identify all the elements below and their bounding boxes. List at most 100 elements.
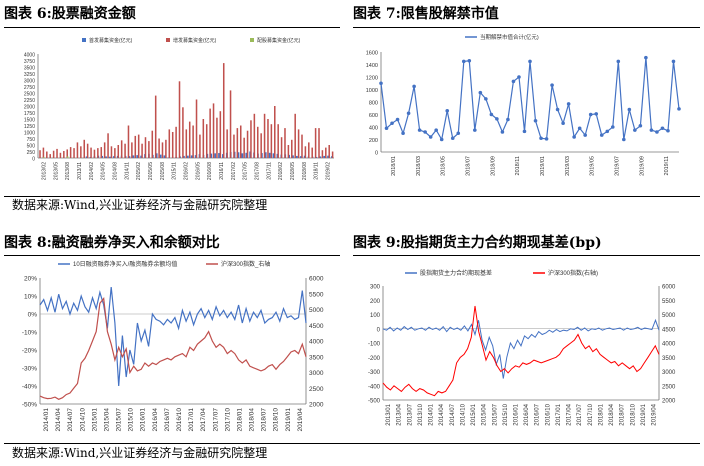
x-tick-label: 2016/11 <box>219 162 225 180</box>
x-tick-label: 2017/10 <box>224 408 231 432</box>
x-tick-label: 2016/01 <box>140 408 147 432</box>
x-tick-label: 2014/08 <box>112 162 118 180</box>
x-tick-label: 2019/04 <box>297 408 304 432</box>
legend-swatch <box>82 38 86 42</box>
y-tick-label: 2250 <box>24 98 35 104</box>
x-tick-label: 2015/05 <box>148 162 154 180</box>
legend-label: 当期解禁市值合计(亿元) <box>480 33 539 41</box>
data-point <box>412 84 416 89</box>
y-tick-label: 600 <box>369 113 378 119</box>
title-rule-7 <box>353 27 700 28</box>
x-tick-label: 2014/07 <box>450 403 456 425</box>
data-point <box>594 112 599 116</box>
x-tick-label: 2018/09 <box>490 156 496 176</box>
x-tick-label: 2017/10 <box>588 403 594 425</box>
bar <box>158 138 160 158</box>
y-tick-label: 200 <box>370 299 381 305</box>
data-point <box>677 107 681 111</box>
x-tick-label: 2014/11 <box>124 162 130 180</box>
x-tick-label: 2016/04 <box>152 408 159 432</box>
bar <box>267 119 269 158</box>
bar <box>222 63 225 158</box>
y2-tick-label: 3000 <box>662 370 676 376</box>
x-tick-label: 2014/04 <box>55 408 62 432</box>
x-tick-label: 2018/05 <box>290 162 296 180</box>
bar <box>90 147 92 158</box>
y2-tick-label: 4500 <box>662 327 676 333</box>
y2-tick-label: 6000 <box>662 285 676 291</box>
bar <box>69 147 72 158</box>
series-line <box>39 286 307 387</box>
bar <box>39 150 41 158</box>
bar <box>297 129 300 158</box>
y2-tick-label: 5000 <box>309 307 324 314</box>
bar <box>284 128 286 158</box>
bar <box>304 146 307 158</box>
data-point <box>610 125 615 129</box>
series-line <box>380 57 680 142</box>
x-tick-label: 2016/08 <box>207 162 213 180</box>
bar <box>97 148 99 158</box>
bar <box>219 111 222 158</box>
y-tick-label: -50% <box>22 402 37 409</box>
bar <box>107 133 109 158</box>
data-point <box>655 130 659 134</box>
bar <box>216 117 218 158</box>
bar <box>280 137 283 158</box>
bar <box>131 142 133 158</box>
bar <box>63 150 65 158</box>
bar <box>80 146 82 158</box>
source-rule-top <box>4 196 700 197</box>
x-tick-label: 2013/02 <box>41 162 47 180</box>
y-tick-label: 750 <box>27 137 36 143</box>
x-tick-label: 2018/07 <box>261 408 268 432</box>
bar <box>209 108 211 158</box>
x-tick-label: 2018/01 <box>236 408 243 432</box>
y2-tick-label: 6000 <box>309 276 324 283</box>
bar <box>291 139 293 158</box>
bar <box>214 153 216 158</box>
data-point <box>461 59 466 64</box>
legend-label: 配股募集资金(亿元) <box>257 37 301 44</box>
title-rule-6 <box>4 27 340 28</box>
bar <box>185 129 188 158</box>
chart-9: -500 -400 -300 -200 -100 0 100 200 300 2000 2500 30… <box>353 258 700 441</box>
bar <box>222 154 224 158</box>
x-tick-label: 2019/11 <box>664 156 670 175</box>
series-line <box>382 318 660 379</box>
x-tick-label: 2013/08 <box>65 162 71 180</box>
x-tick-label: 2019/05 <box>590 156 596 176</box>
x-tick-label: 2014/02 <box>89 162 95 180</box>
data-point <box>572 135 576 139</box>
figure-6-title: 图表 6:股票融资金额 <box>4 6 136 22</box>
x-tick-label: 2015/07 <box>116 408 123 432</box>
x-tick-label: 2013/04 <box>397 403 403 425</box>
y-tick-label: -500 <box>368 399 381 405</box>
data-point <box>671 59 676 64</box>
x-tick-label: 2015/04 <box>482 403 488 425</box>
data-point <box>406 111 411 116</box>
bar <box>263 113 266 158</box>
bar <box>256 126 259 158</box>
x-tick-label: 2014/10 <box>460 403 466 425</box>
data-point <box>605 129 610 134</box>
x-tick-label: 2016/07 <box>164 408 171 432</box>
data-point <box>638 123 643 128</box>
bar <box>183 155 185 158</box>
y-tick-label: 1750 <box>24 111 35 117</box>
data-point <box>428 135 433 139</box>
x-tick-label: 2019/01 <box>285 408 292 432</box>
y-tick-label: 3750 <box>24 59 35 65</box>
bar <box>190 155 193 158</box>
bar <box>311 147 313 158</box>
y-tick-label: -200 <box>368 356 381 362</box>
data-point <box>500 130 505 134</box>
bar <box>296 155 298 158</box>
bar <box>127 125 130 158</box>
bar <box>112 156 115 158</box>
bar <box>124 143 126 158</box>
title-rule-9 <box>353 255 700 256</box>
bar <box>325 147 327 158</box>
data-point <box>633 128 637 132</box>
chart-6-svg: 0250500750100012501500175020002250250027… <box>24 37 334 180</box>
